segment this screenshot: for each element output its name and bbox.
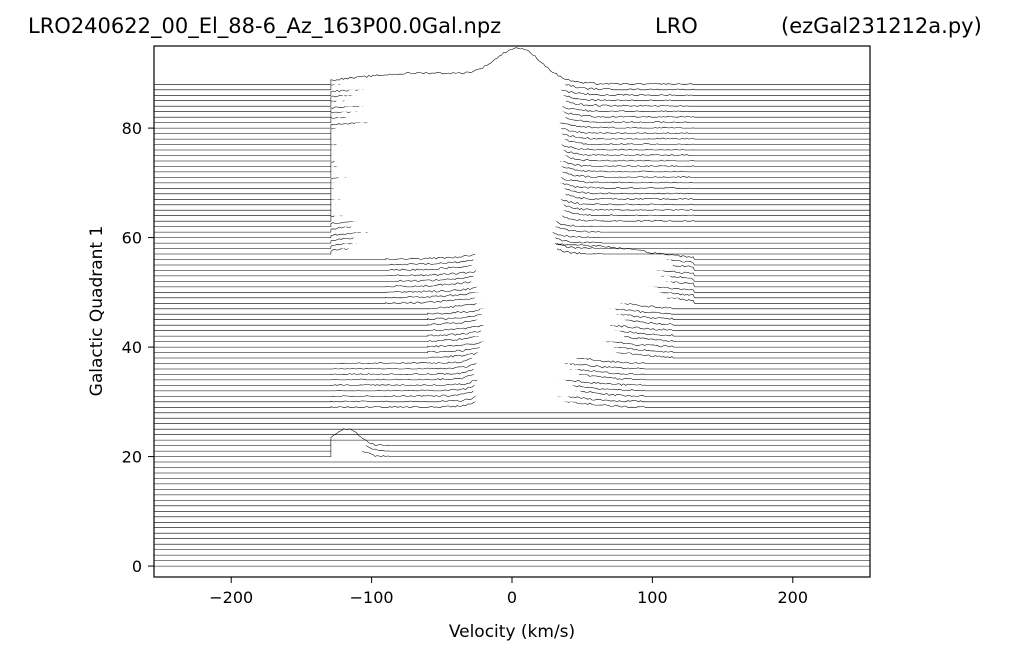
x-tick-label: 100 [637, 588, 668, 607]
x-tick-label: −200 [209, 588, 253, 607]
site-title: LRO [655, 14, 698, 38]
x-axis-label: Velocity (km/s) [449, 622, 575, 642]
y-axis-label: Galactic Quadrant 1 [87, 226, 107, 397]
program-title: (ezGal231212a.py) [781, 14, 982, 38]
y-tick-label: 20 [122, 448, 142, 467]
y-axis: 0 20 40 60 80 [122, 119, 154, 576]
y-tick-label: 0 [132, 557, 142, 576]
y-tick-label: 40 [122, 338, 142, 357]
spectra-traces [154, 47, 870, 567]
x-tick-label: −100 [350, 588, 394, 607]
x-tick-label: 0 [507, 588, 517, 607]
file-title: LRO240622_00_El_88-6_Az_163P00.0Gal.npz [28, 14, 501, 39]
y-tick-label: 60 [122, 229, 142, 248]
spectrum-trace [154, 47, 870, 85]
x-axis: −200 −100 0 100 200 [209, 577, 808, 607]
x-tick-label: 200 [778, 588, 809, 607]
spectrum-trace [154, 441, 870, 457]
spectrum-trace [154, 428, 870, 446]
y-tick-label: 80 [122, 119, 142, 138]
spectrum-trace [154, 432, 870, 452]
